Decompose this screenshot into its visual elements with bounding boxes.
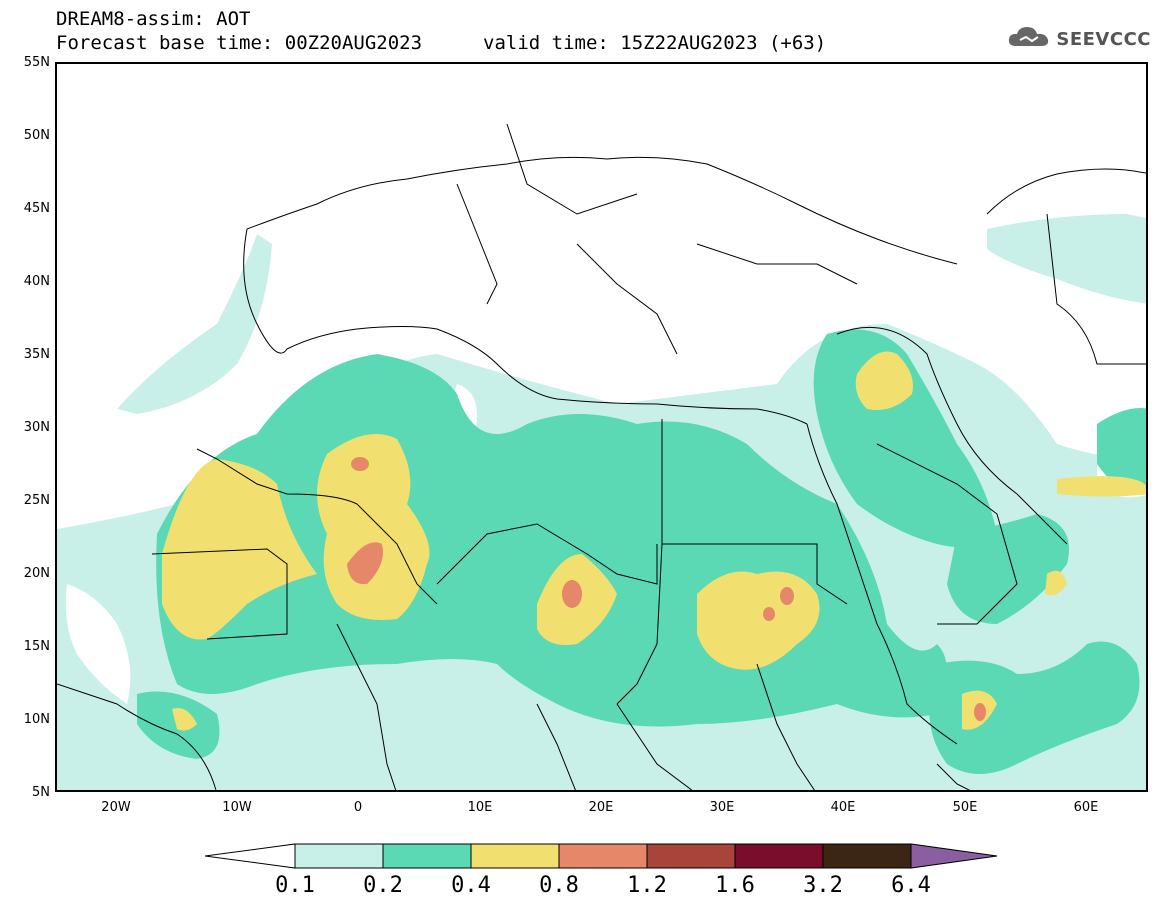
colorbar-label-3.2: 3.2 bbox=[803, 873, 843, 898]
valid-time: valid time: 15Z22AUG2023 (+63) bbox=[483, 32, 827, 54]
map-title: DREAM8-assim: AOT bbox=[56, 8, 251, 30]
lon-label-0: 0 bbox=[353, 800, 363, 815]
colorbar-label-0.1: 0.1 bbox=[275, 873, 315, 898]
colorbar bbox=[204, 843, 1000, 873]
lat-label-55n: 55N bbox=[23, 55, 50, 70]
lon-label-20e: 20E bbox=[588, 800, 614, 815]
lon-label-10w: 10W bbox=[222, 800, 252, 815]
colorbar-bin-3 bbox=[470, 843, 560, 869]
lat-label-30n: 30N bbox=[23, 420, 50, 435]
colorbar-over-arrow bbox=[910, 843, 998, 869]
colorbar-under-arrow bbox=[204, 843, 296, 869]
lat-label-35n: 35N bbox=[23, 347, 50, 362]
cloud-icon bbox=[1006, 24, 1052, 54]
colorbar-label-0.2: 0.2 bbox=[363, 873, 403, 898]
colorbar-label-1.6: 1.6 bbox=[715, 873, 755, 898]
logo-text: SEEVCCC bbox=[1056, 28, 1151, 50]
colorbar-bin-1 bbox=[294, 843, 384, 869]
colorbar-bin-4 bbox=[558, 843, 648, 869]
lat-label-50n: 50N bbox=[23, 128, 50, 143]
lat-label-25n: 25N bbox=[23, 493, 50, 508]
colorbar-label-0.8: 0.8 bbox=[539, 873, 579, 898]
colorbar-bin-7 bbox=[822, 843, 912, 869]
lon-label-10e: 10E bbox=[467, 800, 493, 815]
colorbar-bin-5 bbox=[646, 843, 736, 869]
lon-label-60e: 60E bbox=[1073, 800, 1099, 815]
seevccc-logo: SEEVCCC bbox=[1006, 24, 1151, 54]
lon-label-40e: 40E bbox=[830, 800, 856, 815]
aot-level-0.8 bbox=[347, 457, 986, 721]
lat-label-10n: 10N bbox=[23, 712, 50, 727]
lat-label-5n: 5N bbox=[32, 785, 50, 800]
forecast-base-time: Forecast base time: 00Z20AUG2023 bbox=[56, 32, 423, 54]
colorbar-bin-6 bbox=[734, 843, 824, 869]
lat-label-20n: 20N bbox=[23, 566, 50, 581]
colorbar-label-0.4: 0.4 bbox=[451, 873, 491, 898]
lon-label-30e: 30E bbox=[709, 800, 735, 815]
colorbar-bin-2 bbox=[382, 843, 472, 869]
colorbar-label-1.2: 1.2 bbox=[627, 873, 667, 898]
lon-label-20w: 20W bbox=[101, 800, 131, 815]
lat-label-45n: 45N bbox=[23, 201, 50, 216]
aot-map bbox=[55, 62, 1148, 792]
lat-label-40n: 40N bbox=[23, 274, 50, 289]
country-borders bbox=[57, 123, 1146, 790]
colorbar-label-6.4: 6.4 bbox=[891, 873, 931, 898]
lat-label-15n: 15N bbox=[23, 639, 50, 654]
lon-label-50e: 50E bbox=[952, 800, 978, 815]
